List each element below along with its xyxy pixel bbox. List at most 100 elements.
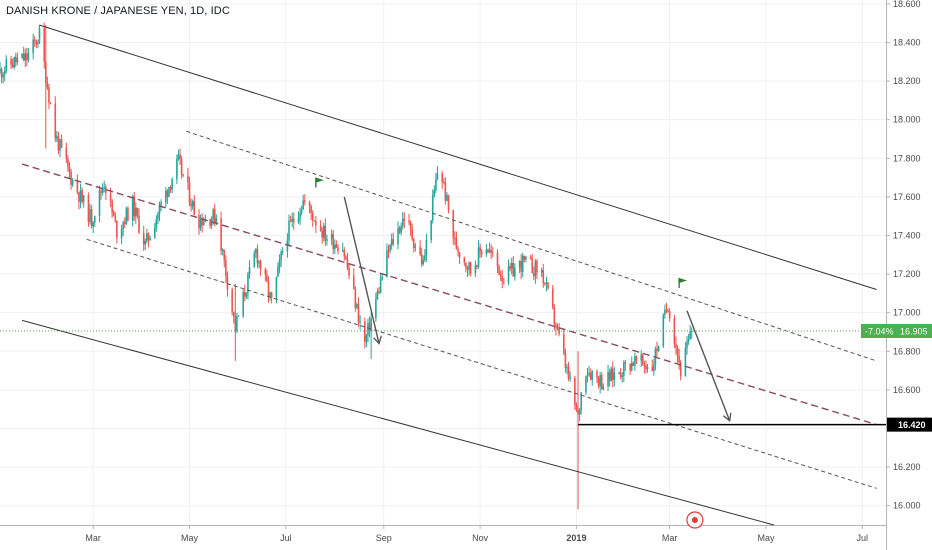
candle-body — [536, 261, 538, 273]
candle-body — [138, 215, 140, 233]
candle-body — [679, 362, 682, 377]
candle-body — [624, 362, 627, 364]
candle-body — [514, 267, 516, 277]
candle-body — [563, 333, 565, 353]
candle-body — [16, 58, 19, 63]
candle-body — [496, 252, 499, 267]
y-tick-label: 17.600 — [893, 192, 921, 202]
candle-body — [90, 209, 93, 227]
candle-body — [234, 315, 237, 331]
candle-body — [664, 309, 666, 315]
candle-body — [365, 335, 368, 342]
candle-body — [352, 275, 355, 289]
candle-body — [635, 356, 638, 361]
y-tick-label: 16.600 — [893, 385, 921, 395]
candle-body — [187, 175, 189, 183]
candle-body — [667, 311, 669, 313]
last-price-badge — [861, 324, 932, 339]
candle-body — [589, 372, 592, 380]
x-tick-label: Mar — [85, 533, 101, 543]
candle-body — [264, 269, 267, 275]
candle-body — [226, 276, 229, 290]
candle-body — [267, 282, 270, 297]
candle-body — [212, 209, 215, 220]
candle-body — [553, 307, 556, 325]
candle-body — [0, 68, 3, 78]
candle-body — [379, 278, 382, 293]
candle-body — [401, 218, 404, 227]
candle-body — [409, 222, 412, 229]
candle-body — [368, 323, 371, 332]
candle-body — [210, 219, 213, 226]
candle-body — [689, 331, 691, 339]
candle-body — [98, 190, 101, 217]
candle-body — [337, 247, 339, 252]
y-tick-label: 17.200 — [893, 269, 921, 279]
candle-body — [452, 210, 455, 238]
candle-body — [190, 203, 192, 207]
candle-body — [611, 368, 614, 380]
candle-body — [280, 251, 282, 261]
candle-body — [468, 262, 470, 270]
y-tick-label: 16.200 — [893, 462, 921, 472]
candle-body — [623, 362, 625, 376]
candle-body — [507, 266, 510, 283]
x-tick-label: Jul — [280, 533, 292, 543]
candle-body — [465, 262, 467, 268]
candle-body — [201, 219, 203, 226]
y-tick-label: 17.800 — [893, 153, 921, 163]
candle-body — [389, 244, 391, 252]
candle-body — [634, 356, 636, 366]
candle-body — [420, 254, 423, 265]
candle-body — [520, 260, 522, 272]
candle-body — [269, 292, 271, 297]
candle-body — [364, 321, 366, 342]
candle-body — [146, 233, 148, 241]
candle-body — [105, 187, 107, 194]
y-tick-label: 16.800 — [893, 346, 921, 356]
candle-body — [92, 222, 94, 227]
candle-body — [414, 246, 417, 248]
candle-body — [651, 367, 654, 372]
candle-body — [469, 262, 472, 274]
candle-body — [398, 228, 401, 233]
candle-body — [341, 250, 344, 252]
x-tick-label: Nov — [472, 533, 489, 543]
candle-body — [153, 227, 156, 238]
candle-body — [11, 64, 14, 68]
candle-body — [411, 228, 414, 240]
candle-body — [673, 318, 676, 345]
candle-body — [575, 405, 578, 410]
candle-body — [433, 190, 436, 196]
candle-body — [540, 270, 543, 273]
candle-body — [10, 59, 12, 65]
candle-body — [182, 174, 185, 176]
candle-body — [376, 291, 379, 299]
flag-banner — [315, 177, 324, 183]
candle-body — [534, 261, 537, 277]
candle-body — [521, 255, 524, 272]
candle-body — [78, 192, 80, 202]
candle-body — [510, 262, 513, 269]
candle-body — [3, 70, 6, 75]
candle-body — [46, 82, 49, 88]
candle-body — [400, 226, 402, 233]
candle-body — [656, 348, 658, 351]
candle-body — [392, 239, 395, 245]
candle-body — [45, 61, 47, 83]
candle-body — [480, 251, 483, 255]
candle-body — [419, 246, 421, 255]
y-tick-label: 16.000 — [893, 501, 921, 511]
candle-body — [357, 304, 360, 323]
candle-body — [54, 103, 57, 139]
candle-body — [586, 374, 589, 377]
candle-body — [424, 255, 426, 261]
candle-body — [629, 363, 631, 371]
candle-body — [498, 266, 500, 275]
candle-body — [199, 219, 202, 229]
projection-arrow — [686, 310, 732, 422]
candle-body — [425, 239, 428, 256]
y-tick-label: 18.600 — [893, 0, 921, 9]
candle-body — [111, 200, 113, 213]
